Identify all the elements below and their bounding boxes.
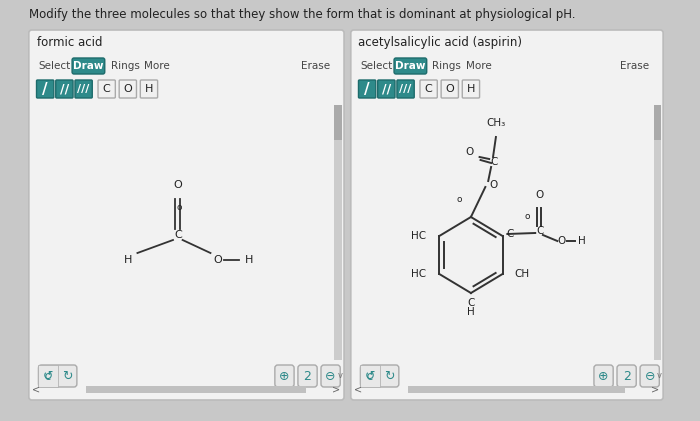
FancyBboxPatch shape	[275, 365, 294, 387]
Text: c: c	[365, 370, 373, 383]
Text: ⊕: ⊕	[279, 370, 290, 383]
FancyBboxPatch shape	[358, 80, 376, 98]
FancyBboxPatch shape	[72, 58, 105, 74]
Text: C: C	[103, 84, 111, 94]
Text: HC: HC	[411, 231, 426, 241]
FancyBboxPatch shape	[640, 365, 659, 387]
Text: Select: Select	[360, 61, 393, 71]
Text: C: C	[174, 230, 182, 240]
FancyBboxPatch shape	[594, 365, 613, 387]
Text: C: C	[425, 84, 433, 94]
Text: Select: Select	[38, 61, 71, 71]
Text: H: H	[245, 255, 253, 265]
Text: /: /	[364, 82, 370, 96]
FancyBboxPatch shape	[394, 58, 427, 74]
FancyBboxPatch shape	[98, 80, 116, 98]
Text: acetylsalicylic acid (aspirin): acetylsalicylic acid (aspirin)	[358, 35, 522, 48]
FancyBboxPatch shape	[420, 80, 438, 98]
FancyBboxPatch shape	[56, 80, 73, 98]
FancyBboxPatch shape	[29, 30, 344, 400]
Text: v: v	[657, 371, 661, 381]
Text: H: H	[578, 236, 586, 246]
Text: Rings: Rings	[111, 61, 139, 71]
Text: C: C	[536, 226, 544, 236]
Text: ⊖: ⊖	[326, 370, 336, 383]
Text: ↻: ↻	[384, 370, 395, 383]
Text: C: C	[490, 157, 498, 167]
Text: ↺: ↺	[365, 370, 375, 383]
Text: Draw: Draw	[74, 61, 104, 71]
Text: Rings: Rings	[433, 61, 461, 71]
FancyBboxPatch shape	[38, 365, 77, 387]
Text: H: H	[467, 84, 475, 94]
Text: O: O	[535, 190, 543, 200]
Text: 2: 2	[304, 370, 312, 383]
FancyBboxPatch shape	[351, 30, 663, 400]
Text: O: O	[465, 147, 473, 157]
FancyBboxPatch shape	[617, 365, 636, 387]
Text: More: More	[466, 61, 492, 71]
Bar	[654, 105, 662, 360]
Text: ⊕: ⊕	[598, 370, 609, 383]
FancyBboxPatch shape	[75, 80, 92, 98]
Text: H: H	[467, 307, 475, 317]
Text: o: o	[456, 195, 462, 203]
Text: O: O	[489, 180, 497, 190]
Text: <: <	[32, 385, 41, 395]
Bar	[38, 365, 57, 387]
Text: >: >	[652, 385, 659, 395]
FancyBboxPatch shape	[360, 365, 399, 387]
Bar	[87, 386, 306, 393]
Text: O: O	[214, 255, 223, 265]
Text: C: C	[506, 229, 514, 239]
Text: ↻: ↻	[62, 370, 73, 383]
Text: Erase: Erase	[620, 61, 649, 71]
FancyBboxPatch shape	[298, 365, 317, 387]
Text: >: >	[332, 385, 340, 395]
Bar	[335, 105, 342, 140]
Text: ↺: ↺	[43, 370, 53, 383]
FancyBboxPatch shape	[321, 365, 340, 387]
Text: ⊖: ⊖	[645, 370, 655, 383]
Text: <: <	[354, 385, 363, 395]
Text: ///: ///	[78, 84, 90, 94]
Text: O: O	[445, 84, 454, 94]
Text: H: H	[145, 84, 153, 94]
Text: O: O	[123, 84, 132, 94]
Text: HC: HC	[411, 269, 426, 279]
Text: More: More	[144, 61, 170, 71]
Text: CH₃: CH₃	[486, 118, 505, 128]
Text: o: o	[525, 211, 531, 221]
Bar	[335, 105, 342, 360]
FancyBboxPatch shape	[140, 80, 158, 98]
Text: //: //	[60, 83, 69, 96]
Text: CH: CH	[514, 269, 529, 279]
Text: //: //	[382, 83, 391, 96]
Text: v: v	[337, 371, 343, 381]
Text: O: O	[174, 180, 182, 190]
Text: o: o	[176, 203, 181, 211]
Text: Modify the three molecules so that they show the form that is dominant at physio: Modify the three molecules so that they …	[29, 8, 575, 21]
Text: /: /	[43, 82, 48, 96]
Text: 2: 2	[623, 370, 631, 383]
FancyBboxPatch shape	[462, 80, 480, 98]
Text: O: O	[557, 236, 566, 246]
FancyBboxPatch shape	[397, 80, 414, 98]
Bar	[360, 365, 379, 387]
Text: C: C	[467, 298, 475, 308]
Text: H: H	[124, 255, 132, 265]
Text: Draw: Draw	[395, 61, 426, 71]
Text: c: c	[43, 370, 51, 383]
FancyBboxPatch shape	[441, 80, 458, 98]
Bar	[654, 105, 662, 140]
Text: formic acid: formic acid	[36, 35, 102, 48]
Text: ///: ///	[400, 84, 412, 94]
FancyBboxPatch shape	[36, 80, 54, 98]
FancyBboxPatch shape	[119, 80, 136, 98]
Text: Erase: Erase	[301, 61, 330, 71]
FancyBboxPatch shape	[378, 80, 395, 98]
Bar	[409, 386, 624, 393]
